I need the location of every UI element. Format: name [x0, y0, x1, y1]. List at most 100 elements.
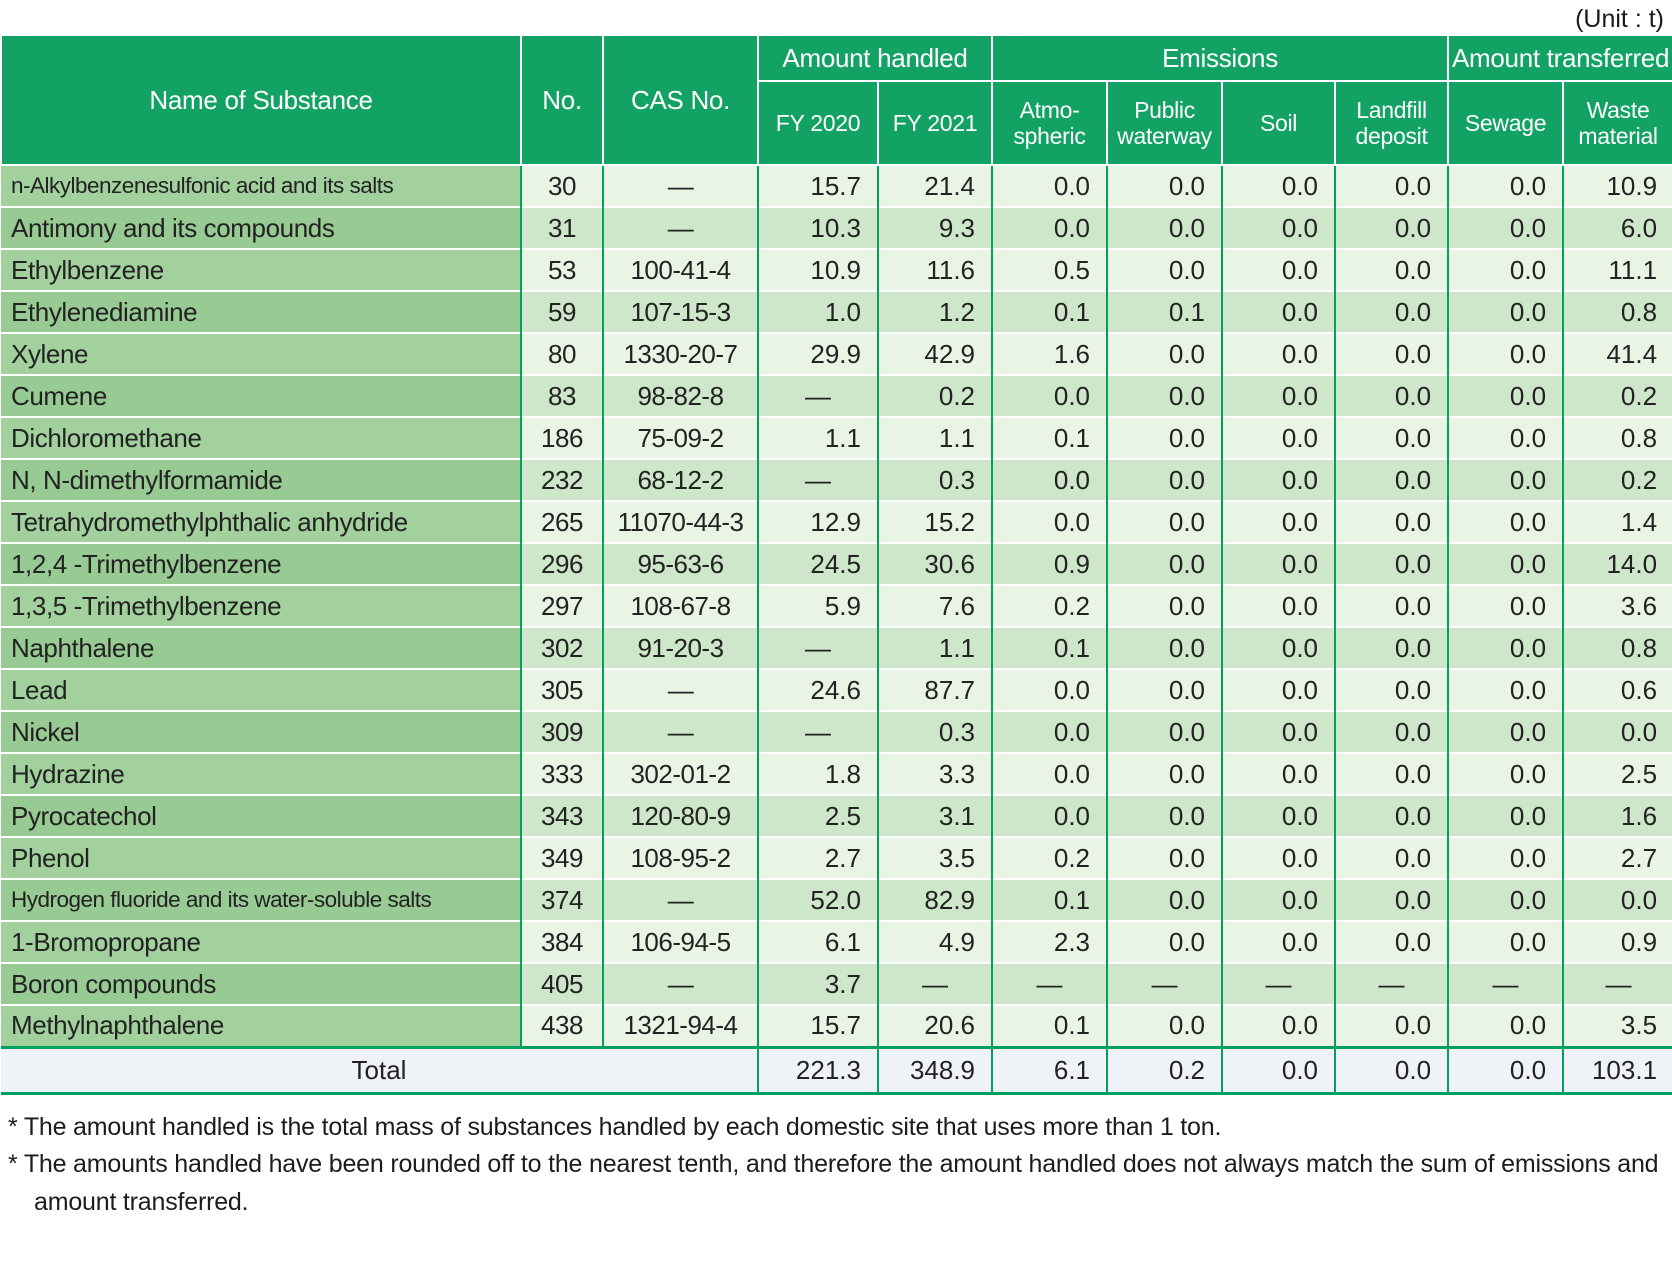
substance-cas: 108-67-8 [602, 584, 758, 627]
value-cell-soil: 0.0 [1221, 1004, 1336, 1047]
value-cell-landfill-deposit: 0.0 [1334, 752, 1449, 795]
substance-no: 59 [520, 290, 603, 333]
value-cell-fy2020: — [757, 458, 878, 501]
value-cell-waste-material: 1.6 [1562, 794, 1672, 837]
substance-cas: — [602, 668, 758, 711]
value-cell-waste-material: 0.8 [1562, 416, 1672, 459]
total-value-cell: 348.9 [876, 1045, 993, 1095]
substance-name: Hydrogen fluoride and its water-soluble … [1, 878, 521, 921]
value-cell-fy2021: 9.3 [876, 206, 993, 249]
value-cell-fy2021: 0.3 [876, 710, 993, 753]
substance-name: Pyrocatechol [1, 794, 521, 837]
substance-no: 265 [520, 500, 603, 543]
substance-no: 374 [520, 878, 603, 921]
value-cell-atmospheric: 0.0 [991, 710, 1108, 753]
substance-name: 1,3,5 -Trimethylbenzene [1, 584, 521, 627]
table-row: Lead 305 — 24.6 87.7 0.0 0.0 0.0 0.0 0.0… [1, 668, 1672, 711]
table-row: Pyrocatechol 343 120-80-9 2.5 3.1 0.0 0.… [1, 794, 1672, 837]
value-cell-fy2020: 2.5 [757, 794, 878, 837]
value-cell-public-waterway: 0.0 [1106, 416, 1223, 459]
value-cell-public-waterway: 0.0 [1106, 752, 1223, 795]
value-cell-public-waterway: 0.0 [1106, 374, 1223, 417]
value-cell-sewage: 0.0 [1447, 374, 1564, 417]
value-cell-fy2020: 52.0 [757, 878, 878, 921]
value-cell-landfill-deposit: 0.0 [1334, 206, 1449, 249]
substance-name: N, N-dimethylformamide [1, 458, 521, 501]
table-row: 1,3,5 -Trimethylbenzene 297 108-67-8 5.9… [1, 584, 1672, 627]
value-cell-public-waterway: 0.0 [1106, 920, 1223, 963]
value-cell-fy2020: 5.9 [757, 584, 878, 627]
value-cell-public-waterway: 0.0 [1106, 206, 1223, 249]
value-cell-atmospheric: 0.1 [991, 290, 1108, 333]
value-cell-public-waterway: 0.1 [1106, 290, 1223, 333]
substance-cas: 302-01-2 [602, 752, 758, 795]
substance-name: Phenol [1, 836, 521, 879]
value-cell-fy2021: 1.2 [876, 290, 993, 333]
table-row: Tetrahydromethylphthalic anhydride 265 1… [1, 500, 1672, 543]
substance-cas: — [602, 710, 758, 753]
value-cell-sewage: 0.0 [1447, 1004, 1564, 1047]
value-cell-soil: 0.0 [1221, 836, 1336, 879]
value-cell-public-waterway: 0.0 [1106, 668, 1223, 711]
substance-no: 53 [520, 248, 603, 291]
value-cell-fy2020: — [757, 626, 878, 669]
header-atmospheric: Atmo- spheric [991, 80, 1109, 166]
value-cell-fy2021: 3.5 [876, 836, 993, 879]
header-name-of-substance: Name of Substance [0, 34, 522, 166]
value-cell-waste-material: 0.6 [1562, 668, 1672, 711]
table-row: Hydrazine 333 302-01-2 1.8 3.3 0.0 0.0 0… [1, 752, 1672, 795]
value-cell-fy2020: 2.7 [757, 836, 878, 879]
total-value-cell: 103.1 [1562, 1045, 1672, 1095]
substance-no: 343 [520, 794, 603, 837]
value-cell-sewage: 0.0 [1447, 752, 1564, 795]
value-cell-soil: 0.0 [1221, 290, 1336, 333]
table-row: Antimony and its compounds 31 — 10.3 9.3… [1, 206, 1672, 249]
value-cell-sewage: 0.0 [1447, 668, 1564, 711]
value-cell-fy2021: 7.6 [876, 584, 993, 627]
value-cell-soil: 0.0 [1221, 878, 1336, 921]
value-cell-fy2020: — [757, 710, 878, 753]
substance-cas: 1321-94-4 [602, 1004, 758, 1047]
value-cell-waste-material: 0.8 [1562, 290, 1672, 333]
value-cell-fy2021: 20.6 [876, 1004, 993, 1047]
substance-name: Antimony and its compounds [1, 206, 521, 249]
header-fy2020: FY 2020 [757, 80, 879, 166]
substance-cas: — [602, 164, 758, 207]
substance-name: Xylene [1, 332, 521, 375]
substance-no: 309 [520, 710, 603, 753]
table-row: Methylnaphthalene 438 1321-94-4 15.7 20.… [1, 1004, 1672, 1047]
value-cell-atmospheric: 1.6 [991, 332, 1108, 375]
substance-cas: 1330-20-7 [602, 332, 758, 375]
value-cell-sewage: 0.0 [1447, 290, 1564, 333]
value-cell-sewage: 0.0 [1447, 878, 1564, 921]
value-cell-waste-material: 10.9 [1562, 164, 1672, 207]
value-cell-public-waterway: 0.0 [1106, 332, 1223, 375]
value-cell-waste-material: 1.4 [1562, 500, 1672, 543]
value-cell-soil: 0.0 [1221, 668, 1336, 711]
table-header: Name of Substance No. CAS No. Amount han… [0, 34, 1672, 166]
substance-no: 186 [520, 416, 603, 459]
header-no: No. [520, 34, 604, 166]
value-cell-sewage: 0.0 [1447, 458, 1564, 501]
value-cell-atmospheric: 0.5 [991, 248, 1108, 291]
value-cell-fy2021: 3.3 [876, 752, 993, 795]
value-cell-soil: 0.0 [1221, 206, 1336, 249]
table-row: Ethylenediamine 59 107-15-3 1.0 1.2 0.1 … [1, 290, 1672, 333]
value-cell-atmospheric: 0.0 [991, 164, 1108, 207]
header-cas-no: CAS No. [602, 34, 759, 166]
value-cell-sewage: 0.0 [1447, 920, 1564, 963]
value-cell-landfill-deposit: 0.0 [1334, 584, 1449, 627]
value-cell-fy2020: 12.9 [757, 500, 878, 543]
value-cell-sewage: — [1447, 962, 1564, 1005]
total-value-cell: 0.0 [1334, 1045, 1449, 1095]
value-cell-sewage: 0.0 [1447, 836, 1564, 879]
table-footer: Total 221.3 348.9 6.1 0.2 0.0 0.0 0.0 10… [1, 1045, 1672, 1095]
table-row: Nickel 309 — — 0.3 0.0 0.0 0.0 0.0 0.0 0… [1, 710, 1672, 753]
substance-no: 232 [520, 458, 603, 501]
value-cell-fy2021: 21.4 [876, 164, 993, 207]
value-cell-fy2020: 15.7 [757, 1004, 878, 1047]
value-cell-public-waterway: 0.0 [1106, 1004, 1223, 1047]
value-cell-atmospheric: 0.9 [991, 542, 1108, 585]
value-cell-landfill-deposit: 0.0 [1334, 794, 1449, 837]
total-value-cell: 221.3 [757, 1045, 878, 1095]
